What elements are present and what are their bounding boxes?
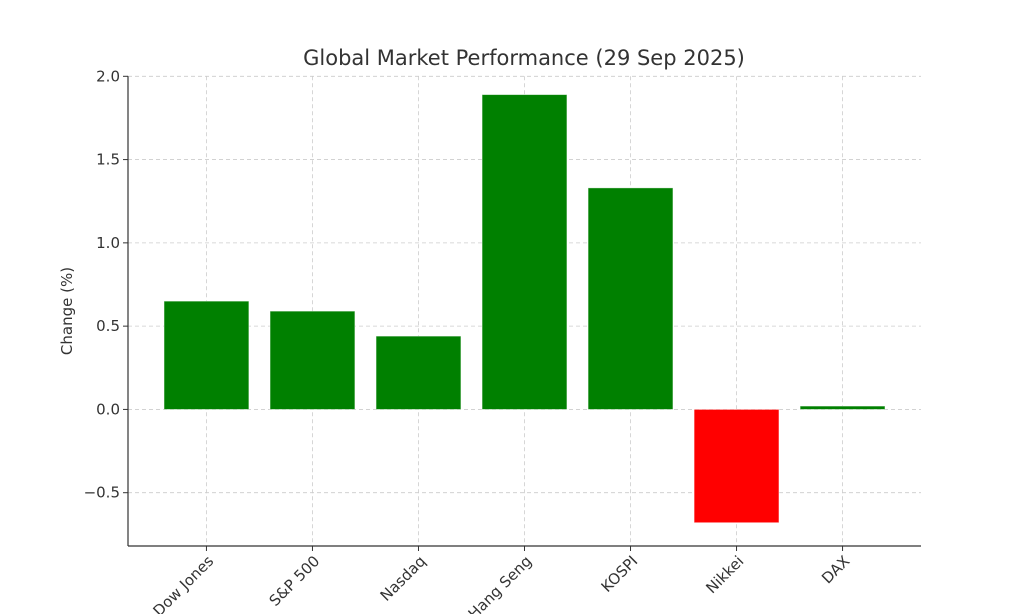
bar-dow-jones: [163, 300, 250, 410]
y-tick-label: 1.5: [96, 151, 120, 169]
x-tick-label: DAX: [818, 552, 853, 587]
x-tick-label: KOSPI: [598, 552, 642, 596]
y-tick-label: −0.5: [84, 484, 120, 502]
bar-kospi: [587, 187, 674, 410]
x-tick-label: Nasdaq: [377, 552, 430, 605]
bar-s-p-500: [269, 310, 356, 410]
bar-hang-seng: [481, 94, 568, 410]
y-tick-label: 0.5: [96, 317, 120, 335]
x-tick-label: S&P 500: [266, 552, 324, 610]
y-tick-label: 0.0: [96, 400, 120, 418]
bar-nasdaq: [375, 335, 462, 410]
y-tick-label: 1.0: [96, 234, 120, 252]
bar-nikkei: [693, 409, 780, 524]
bar-dax: [799, 405, 886, 410]
x-tick-label: Nikkei: [702, 552, 747, 597]
x-tick-label: Hang Seng: [465, 552, 536, 614]
chart-title: Global Market Performance (29 Sep 2025): [303, 46, 745, 70]
y-tick-label: 2.0: [96, 67, 120, 85]
x-tick-label: Dow Jones: [149, 552, 217, 614]
y-axis-label: Change (%): [58, 267, 76, 355]
